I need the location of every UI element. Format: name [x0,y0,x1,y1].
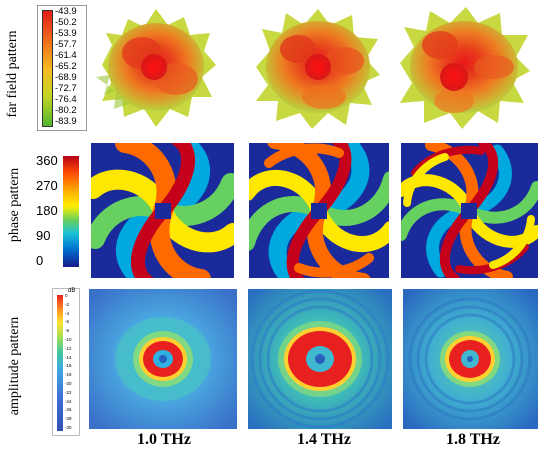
amplitude-tick-label: -8 [65,328,70,334]
amplitude-1-8 [403,289,538,429]
amplitude-tick-label: 0 [65,293,68,298]
amplitude-tick-label: -18 [65,372,72,378]
far-field-colorbar-gradient [42,10,53,127]
amplitude-tick-label: -16 [65,363,72,369]
phase-colorbar-ticks: 360 270 180 90 0 [36,153,60,269]
far-field-tick-label: -83.9 [55,116,77,127]
row-label-phase: phase pattern [7,167,22,243]
phase-colorbar: 360 270 180 90 0 [36,153,86,269]
amplitude-tick-label: -24 [65,398,72,404]
amplitude-tick-label: -30 [65,425,72,430]
amplitude-tick-label: -22 [65,389,72,395]
amplitude-colorbar-gradient [57,295,63,431]
amplitude-tick-label: -26 [65,407,72,413]
phase-tick-label: 90 [36,228,51,243]
phase-tick-label: 360 [36,153,58,168]
amplitude-tick-label: -14 [65,354,72,360]
amplitude-tick-label: -20 [65,381,72,386]
far-field-1-0-core [141,54,167,80]
far-field-tick-label: -43.9 [55,6,77,17]
phase-tick-label: 180 [36,203,58,218]
amplitude-colorbar-ticks: 0 -2 -4 -6 -8 -10 -12 -14 -16 -18 -20 -22 -24 -26 -28 -… [65,293,79,432]
far-field-1-4-core [305,54,331,80]
far-field-tick-label: -68.9 [55,72,77,83]
amplitude-1-4 [248,289,392,429]
far-field-tick-label: -61.4 [55,50,77,61]
far-field-tick-label: -53.9 [55,28,77,39]
amplitude-tick-label: -10 [65,337,72,342]
phase-1-4 [249,143,389,278]
far-field-1-8-core [440,63,468,91]
far-field-tick-label: -50.2 [55,17,77,28]
far-field-tick-label: -57.7 [55,39,77,50]
freq-label-2: 1.4 THz [297,431,351,448]
amplitude-1-0 [89,289,237,429]
phase-tick-label: 0 [36,253,44,268]
far-field-tick-label: -72.7 [55,83,77,94]
amplitude-tick-label: -6 [65,319,70,325]
amplitude-tick-label: -4 [65,310,70,316]
row-label-amplitude: amplitude pattern [7,316,22,416]
far-field-tick-label: -80.2 [55,105,77,116]
far-field-tick-label: -76.4 [55,94,77,105]
far-field-tick-label: -65.2 [55,61,77,72]
phase-tick-label: 270 [36,178,58,193]
amplitude-colorbar: dB 0 -2 -4 -6 -8 -10 -12 -14 -16 -18 -20 -22 -24 -26 -… [52,288,80,436]
phase-colorbar-gradient [63,156,79,267]
freq-label-3: 1.8 THz [446,431,500,448]
phase-1-0 [91,143,234,278]
far-field-colorbar: -43.9 -50.2 -53.9 -57.7 -61.4 -65.2 -68.9 -72.7… [37,5,87,131]
amplitude-tick-label: -2 [65,301,70,307]
far-field-1-0 [96,9,216,127]
far-field-1-4 [256,9,380,129]
amplitude-unit: dB [68,288,76,294]
far-field-colorbar-ticks: -43.9 -50.2 -53.9 -57.7 -61.4 -65.2 -68.9 -72.7… [55,6,86,130]
freq-label-1: 1.0 THz [137,431,191,448]
amplitude-tick-label: -28 [65,416,72,422]
phase-1-8 [401,143,538,278]
row-label-far-field: far field pattern [5,30,20,118]
far-field-1-8 [400,7,530,129]
amplitude-tick-label: -12 [65,345,72,351]
